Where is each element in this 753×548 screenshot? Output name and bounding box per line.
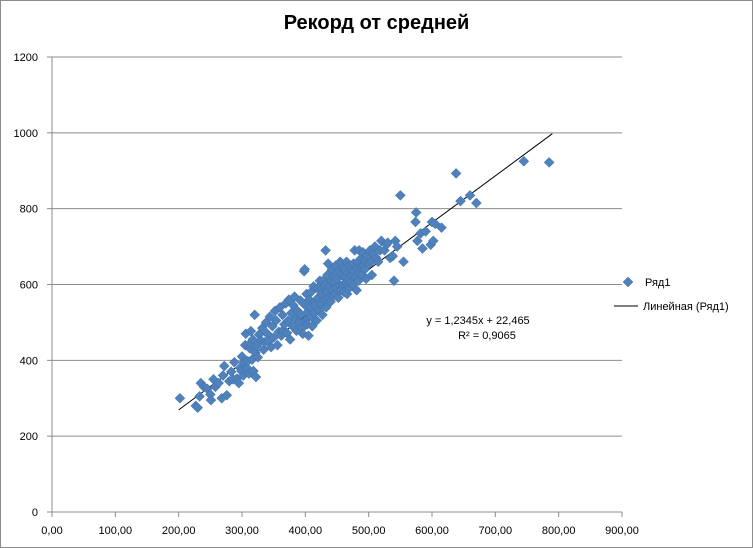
- data-point: [205, 394, 217, 406]
- data-point: [412, 235, 423, 247]
- data-point: [427, 235, 439, 247]
- data-point: [450, 168, 462, 179]
- x-tick-label: 400,00: [289, 525, 323, 537]
- trendline-equation: y = 1,2345x + 22,465: [426, 315, 529, 327]
- tick-labels: 0 200 400 600 800 1000 1200 0,00 100,00 200,00 300…: [14, 52, 639, 537]
- data-point: [464, 190, 476, 201]
- y-tick-label: 1200: [14, 52, 38, 64]
- data-point: [250, 371, 262, 383]
- x-tick-label: 800,00: [542, 525, 576, 537]
- data-point: [388, 275, 400, 287]
- x-tick-label: 500,00: [352, 525, 386, 537]
- trendline-r-squared: R² = 0,9065: [458, 330, 516, 342]
- legend-label-series1: Ряд1: [645, 277, 670, 289]
- data-point: [277, 309, 288, 321]
- data-point: [366, 269, 378, 281]
- y-tick-label: 1000: [14, 128, 38, 140]
- data-point: [398, 256, 409, 268]
- data-point: [351, 284, 362, 296]
- data-point: [394, 190, 406, 201]
- gridlines: [52, 56, 622, 437]
- data-point: [174, 392, 186, 404]
- data-point: [194, 391, 205, 402]
- legend-marker-series1: [622, 276, 634, 288]
- y-tick-label: 200: [20, 431, 38, 443]
- data-point: [213, 377, 224, 389]
- data-point: [229, 356, 240, 368]
- data-point: [372, 256, 384, 268]
- y-tick-label: 0: [32, 507, 38, 519]
- y-tick-label: 400: [20, 355, 38, 367]
- data-point: [436, 222, 447, 233]
- data-point: [470, 197, 482, 209]
- data-point: [417, 243, 428, 254]
- data-point: [299, 263, 311, 275]
- legend: Ряд1 Линейная (Ряд1): [614, 276, 729, 313]
- data-point: [320, 245, 331, 256]
- data-point: [311, 315, 323, 326]
- x-tick-label: 200,00: [162, 525, 196, 537]
- data-point: [303, 330, 314, 342]
- data-point: [543, 157, 555, 168]
- x-tick-label: 900,00: [605, 525, 639, 537]
- data-point: [252, 351, 264, 363]
- data-point: [270, 315, 282, 326]
- data-point: [455, 195, 466, 207]
- x-tick-label: 0,00: [41, 525, 62, 537]
- axes: [47, 56, 623, 517]
- legend-label-trendline: Линейная (Ряд1): [643, 301, 729, 313]
- data-point: [410, 207, 422, 218]
- data-point: [518, 155, 530, 167]
- data-point: [410, 216, 421, 228]
- data-point: [317, 309, 328, 321]
- y-tick-label: 800: [20, 204, 38, 216]
- data-point: [192, 402, 204, 414]
- data-points: [174, 155, 555, 414]
- data-point: [233, 377, 245, 389]
- data-point: [420, 226, 432, 237]
- data-point: [249, 309, 261, 321]
- data-point: [391, 241, 403, 252]
- data-point: [221, 389, 233, 401]
- chart-title: Рекорд от средней: [283, 12, 470, 34]
- x-tick-label: 600,00: [415, 525, 449, 537]
- y-tick-label: 600: [20, 280, 38, 292]
- x-tick-label: 700,00: [479, 525, 513, 537]
- data-point: [284, 334, 296, 345]
- data-point: [387, 250, 399, 262]
- x-tick-label: 100,00: [99, 525, 133, 537]
- data-point: [272, 339, 283, 351]
- data-point: [217, 370, 229, 381]
- data-point: [218, 360, 230, 372]
- x-tick-label: 300,00: [225, 525, 259, 537]
